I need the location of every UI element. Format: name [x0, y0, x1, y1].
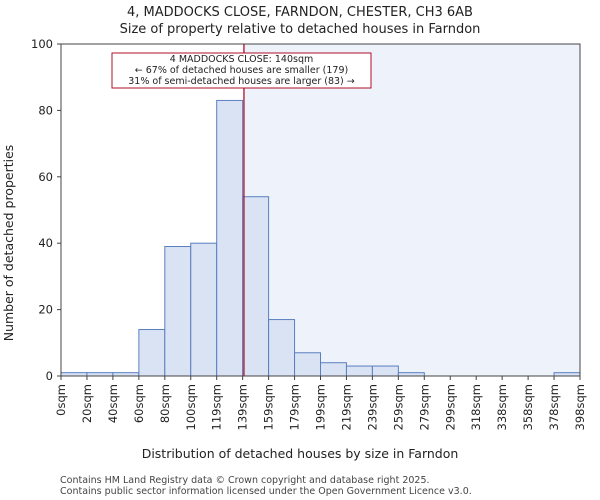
y-tick-label: 80: [38, 103, 53, 117]
y-axis-ticks: 0 20 40 60 80 100: [31, 37, 61, 383]
annotation-line-3: 31% of semi-detached houses are larger (…: [128, 76, 355, 87]
x-tick-label: 358sqm: [521, 384, 535, 430]
chart-subtitle: Size of property relative to detached ho…: [120, 22, 481, 37]
x-tick-label: 318sqm: [469, 384, 483, 430]
annotation-box: [111, 52, 372, 89]
bar-139sqm: [242, 196, 270, 377]
x-tick-label: 20sqm: [80, 384, 94, 423]
x-tick-label: 279sqm: [417, 384, 431, 430]
y-tick-label: 20: [38, 303, 53, 317]
annotation: 4 MADDOCKS CLOSE: 140sqm ← 67% of detach…: [111, 52, 372, 89]
y-tick-label: 0: [46, 369, 53, 383]
annotation-line-2: ← 67% of detached houses are smaller (17…: [135, 65, 348, 76]
x-tick-label: 239sqm: [365, 384, 379, 430]
bar-159sqm: [268, 319, 296, 377]
bar-80sqm: [164, 246, 192, 377]
bar-119sqm: [216, 99, 244, 377]
bar-239sqm: [371, 365, 399, 377]
y-tick-label: 60: [38, 170, 53, 184]
bars: [60, 99, 581, 377]
x-tick-label: 0sqm: [54, 384, 68, 416]
x-tick-label: 378sqm: [547, 384, 561, 430]
x-tick-label: 139sqm: [236, 384, 250, 430]
x-tick-label: 80sqm: [158, 384, 172, 423]
bar-60sqm: [138, 329, 166, 377]
x-tick-label: 119sqm: [210, 384, 224, 430]
y-tick-label: 100: [31, 37, 53, 51]
x-tick-label: 259sqm: [391, 384, 405, 430]
x-tick-label: 338sqm: [495, 384, 509, 430]
annotation-line-1: 4 MADDOCKS CLOSE: 140sqm: [170, 54, 313, 65]
x-tick-label: 60sqm: [132, 384, 146, 423]
bar-100sqm: [190, 242, 218, 377]
highlight-region: [243, 44, 580, 376]
bar-179sqm: [294, 352, 321, 377]
chart-title: 4, MADDOCKS CLOSE, FARNDON, CHESTER, CH3…: [127, 5, 473, 20]
x-tick-label: 100sqm: [184, 384, 198, 430]
bar-199sqm: [320, 362, 347, 377]
bar-219sqm: [345, 365, 373, 377]
x-tick-label: 159sqm: [262, 384, 276, 430]
plot-frame: [60, 43, 581, 377]
x-tick-label: 40sqm: [106, 384, 120, 423]
x-tick-label: 179sqm: [288, 384, 302, 430]
y-axis-label: Number of detached properties: [1, 145, 16, 342]
x-axis-label: Distribution of detached houses by size …: [142, 446, 459, 461]
x-tick-label: 299sqm: [443, 384, 457, 430]
x-tick-label: 199sqm: [314, 384, 328, 430]
footer-line-2: Contains public sector information licen…: [60, 486, 472, 497]
x-tick-label: 398sqm: [573, 384, 587, 430]
y-tick-label: 40: [38, 236, 53, 250]
footer-line-1: Contains HM Land Registry data © Crown c…: [60, 475, 430, 486]
x-axis-ticks: 0sqm 20sqm 40sqm 60sqm 80sqm 100sqm 119sqm 139s…: [54, 376, 587, 430]
x-tick-label: 219sqm: [339, 384, 353, 430]
